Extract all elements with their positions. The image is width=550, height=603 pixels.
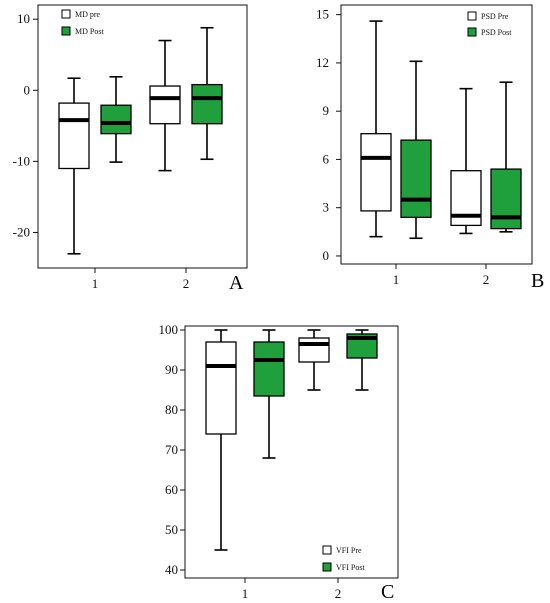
box-iqr bbox=[149, 85, 181, 125]
y-tick-label: 6 bbox=[323, 151, 330, 166]
box-iqr bbox=[253, 341, 285, 397]
legend-label: MD Post bbox=[75, 27, 104, 36]
box-iqr bbox=[400, 139, 432, 218]
box-iqr bbox=[58, 102, 90, 170]
y-tick-label: 0 bbox=[24, 82, 31, 97]
y-tick-label: 3 bbox=[323, 200, 330, 215]
box-iqr bbox=[360, 133, 392, 212]
panel-letter: B bbox=[531, 270, 544, 292]
panel-letter: C bbox=[381, 581, 394, 603]
box-iqr bbox=[100, 104, 132, 135]
y-tick-label: 9 bbox=[323, 103, 330, 118]
y-tick-label: 40 bbox=[165, 562, 178, 577]
plot-frame bbox=[184, 325, 399, 579]
legend-label: PSD Post bbox=[481, 28, 512, 37]
y-tick-label: 80 bbox=[165, 402, 178, 417]
legend-swatch bbox=[61, 26, 71, 36]
x-tick-label: 1 bbox=[393, 272, 400, 287]
legend-label: PSD Pre bbox=[481, 12, 509, 21]
legend-label: VFI Post bbox=[336, 563, 365, 572]
box-iqr bbox=[191, 83, 223, 125]
legend-label: VFI Pre bbox=[336, 546, 362, 555]
plot-frame bbox=[340, 4, 533, 265]
legend-swatch bbox=[61, 9, 71, 19]
y-tick-label: -10 bbox=[13, 153, 30, 168]
y-tick-label: 90 bbox=[165, 362, 178, 377]
y-tick-label: 0 bbox=[323, 248, 330, 263]
y-tick-label: 60 bbox=[165, 482, 178, 497]
x-tick-label: 1 bbox=[92, 276, 99, 291]
legend-swatch bbox=[467, 11, 477, 21]
x-tick-label: 1 bbox=[242, 586, 249, 601]
y-tick-label: 10 bbox=[17, 11, 30, 26]
box-iqr bbox=[298, 337, 330, 363]
legend-label: MD pre bbox=[75, 10, 101, 19]
panel-letter: A bbox=[229, 272, 244, 294]
plot-frame bbox=[37, 4, 248, 269]
x-tick-label: 2 bbox=[335, 586, 342, 601]
legend-swatch bbox=[322, 545, 332, 555]
legend-swatch bbox=[467, 27, 477, 37]
y-tick-label: 70 bbox=[165, 442, 178, 457]
box-iqr bbox=[205, 341, 237, 435]
y-tick-label: 50 bbox=[165, 522, 178, 537]
y-tick-label: 15 bbox=[316, 7, 329, 22]
y-tick-label: -20 bbox=[13, 224, 30, 239]
legend-swatch bbox=[322, 562, 332, 572]
y-tick-label: 12 bbox=[316, 55, 329, 70]
x-tick-label: 2 bbox=[183, 276, 190, 291]
x-tick-label: 2 bbox=[483, 272, 490, 287]
y-tick-label: 100 bbox=[159, 322, 179, 337]
